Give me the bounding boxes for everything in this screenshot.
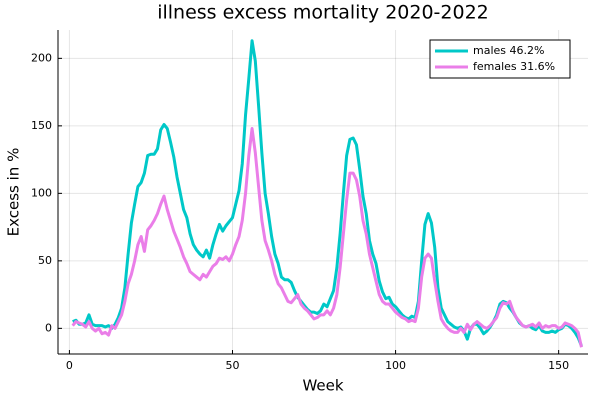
y-tick-label: 50	[38, 254, 52, 267]
legend-box	[429, 39, 571, 79]
y-tick-label: 100	[31, 186, 52, 199]
y-tick-label: 0	[45, 321, 52, 334]
x-tick-label: 50	[225, 359, 239, 372]
data-line	[71, 127, 583, 348]
chart-title: illness excess mortality 2020-2022	[157, 2, 489, 24]
y-tick-label: 150	[31, 119, 52, 132]
x-tick-label: 100	[385, 359, 406, 372]
legend-label: females 31.6%	[473, 60, 555, 73]
x-tick-label: 0	[66, 359, 73, 372]
x-axis-label: Week	[302, 377, 343, 395]
y-axis-label: Excess in %	[5, 148, 23, 237]
x-tick-label: 150	[548, 359, 569, 372]
y-tick-label: 200	[31, 51, 52, 64]
legend-label: males 46.2%	[473, 44, 544, 57]
